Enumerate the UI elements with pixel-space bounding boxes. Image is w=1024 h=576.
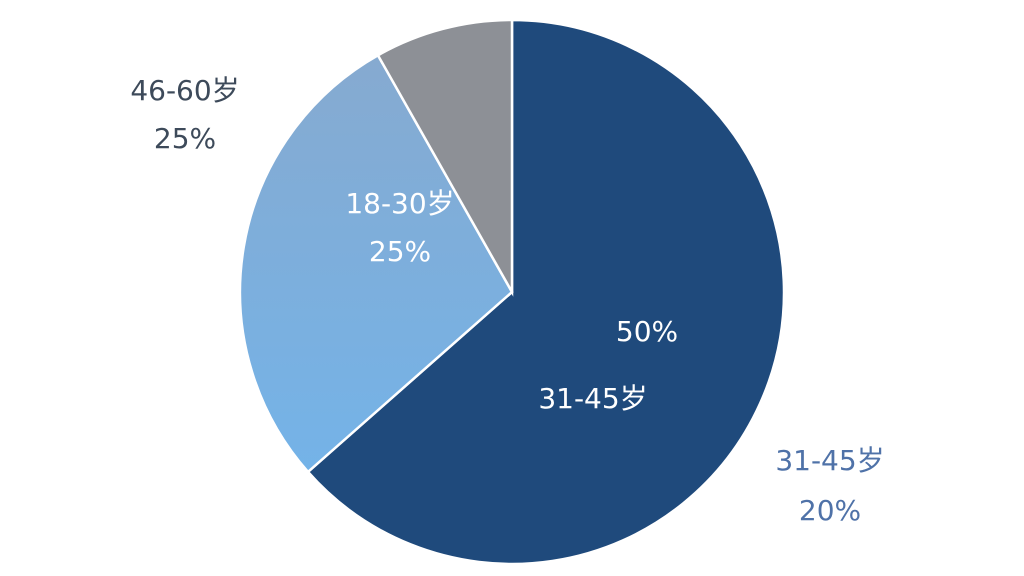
annotation: 31-45岁 xyxy=(775,444,884,477)
annotation: 46-60岁 xyxy=(130,74,239,107)
pie-slice xyxy=(376,18,514,297)
annotation: 31-45岁 xyxy=(538,382,647,415)
annotation: 50% xyxy=(616,315,678,348)
pie-slice xyxy=(238,53,514,474)
annotation: 25% xyxy=(154,122,216,155)
annotation: 25% xyxy=(369,235,431,268)
pie-slice xyxy=(306,18,786,566)
annotation: 20% xyxy=(799,494,861,527)
annotation: 18-30岁 xyxy=(345,187,454,220)
